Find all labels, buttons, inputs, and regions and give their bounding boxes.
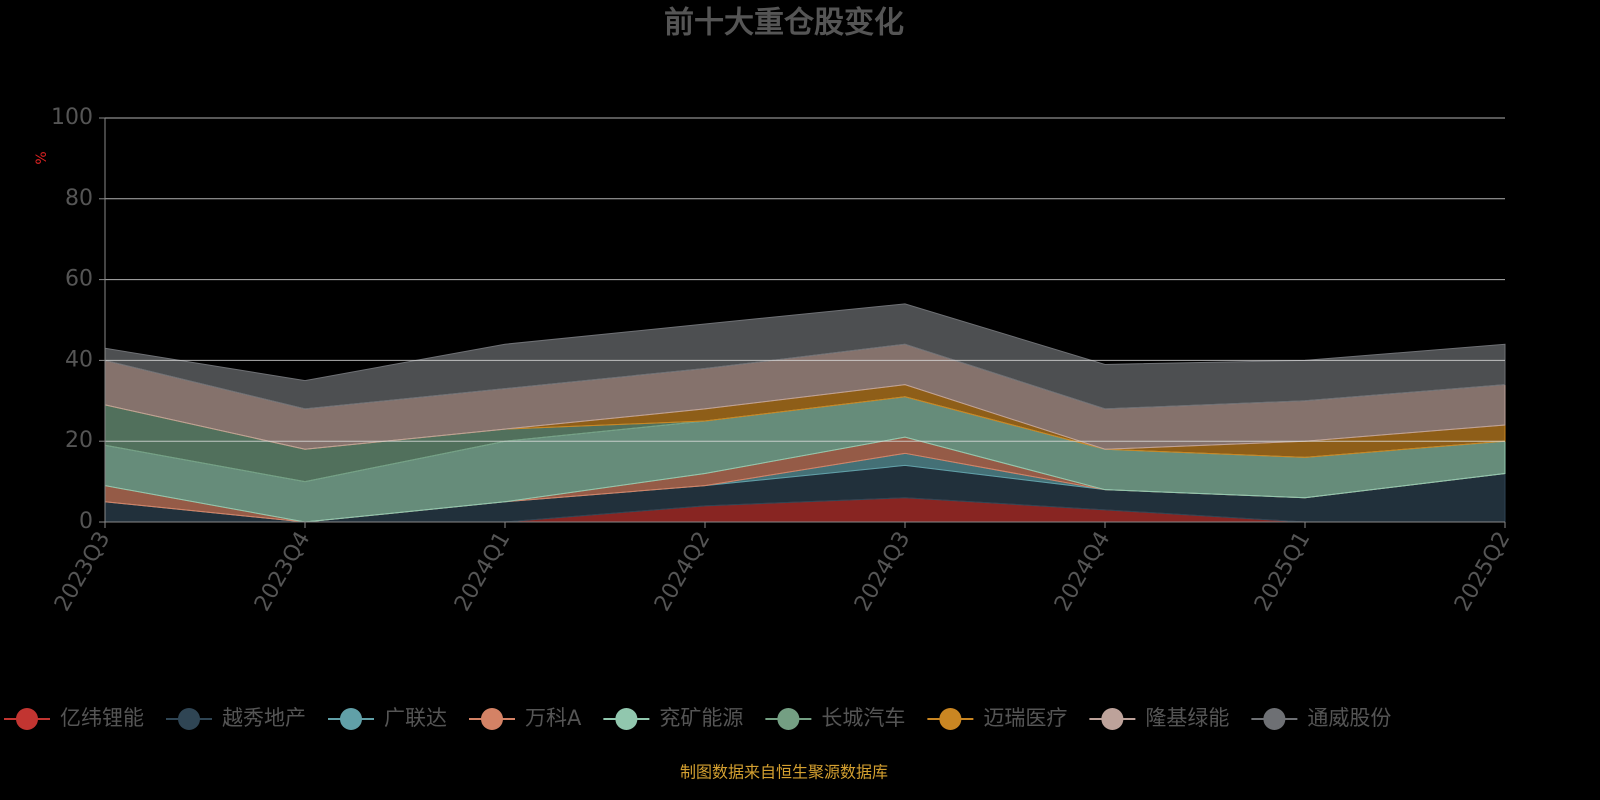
legend-label: 亿纬锂能 <box>60 706 144 730</box>
legend-label: 隆基绿能 <box>1145 706 1229 730</box>
legend-marker <box>178 708 200 730</box>
legend-label: 迈瑞医疗 <box>983 706 1067 730</box>
legend-marker <box>777 708 800 730</box>
legend-marker <box>1263 708 1286 730</box>
y-tick-label: 80 <box>65 186 93 211</box>
legend-label: 兖矿能源 <box>659 706 743 730</box>
x-tick-label: 2024Q1 <box>450 528 515 616</box>
source-note: 制图数据来自恒生聚源数据库 <box>680 763 888 782</box>
y-tick-label: 100 <box>51 105 93 130</box>
y-axis-label: % <box>34 151 50 164</box>
legend-label: 越秀地产 <box>222 706 306 730</box>
legend-marker <box>615 708 638 730</box>
legend-label: 长城汽车 <box>821 706 905 730</box>
y-tick-label: 0 <box>79 509 93 534</box>
legend-marker <box>16 708 38 730</box>
x-tick-label: 2025Q2 <box>1450 528 1515 616</box>
y-tick-label: 40 <box>65 347 93 372</box>
legend-label: 万科A <box>525 706 582 730</box>
legend-marker <box>1101 708 1124 730</box>
legend-label: 广联达 <box>384 706 447 730</box>
x-tick-label: 2023Q4 <box>250 528 315 616</box>
x-tick-label: 2024Q4 <box>1050 528 1115 616</box>
legend-marker <box>939 708 962 730</box>
legend-label: 通威股份 <box>1307 706 1391 730</box>
y-tick-label: 60 <box>65 267 93 292</box>
chart-title: 前十大重仓股变化 <box>664 6 904 41</box>
x-tick-label: 2025Q1 <box>1250 528 1315 616</box>
y-tick-label: 20 <box>65 428 93 453</box>
area <box>104 303 1506 410</box>
x-tick-label: 2024Q2 <box>650 528 715 616</box>
x-tick-label: 2024Q3 <box>850 528 915 616</box>
legend-marker <box>481 708 503 730</box>
x-tick-label: 2023Q3 <box>50 528 115 616</box>
legend-marker <box>340 708 362 730</box>
